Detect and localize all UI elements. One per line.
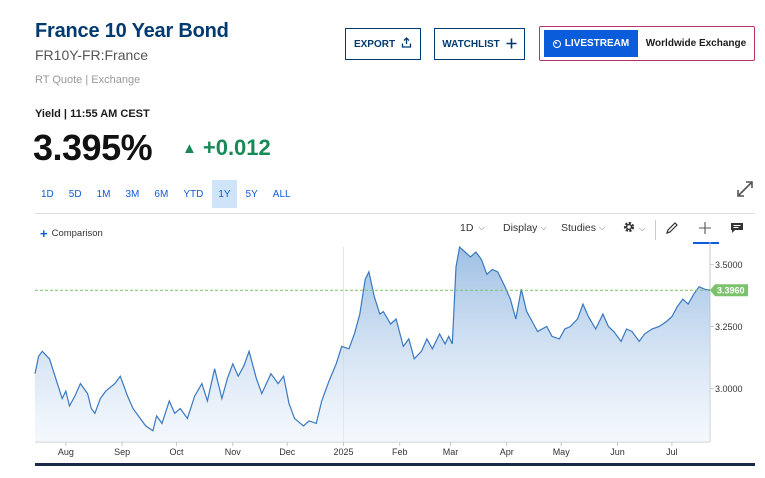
range-5y[interactable]: 5Y [245, 188, 258, 200]
y-tick-label: 3.5000 [715, 260, 743, 270]
x-tick-label: May [553, 447, 571, 457]
yield-timestamp: Yield | 11:55 AM CEST [35, 108, 150, 120]
export-button[interactable]: EXPORT [345, 28, 421, 60]
livestream-button[interactable]: LIVESTREAM [544, 30, 638, 57]
change-value: +0.012 [202, 135, 271, 160]
range-5d[interactable]: 5D [68, 188, 82, 200]
crosshair-active-indicator [693, 242, 719, 244]
chevron-down-icon: ⌵ [476, 223, 485, 232]
x-tick-label: Apr [500, 447, 514, 457]
watchlist-button[interactable]: WATCHLIST [434, 28, 525, 60]
toolbar-separator [655, 220, 656, 240]
x-tick-label: 2025 [333, 447, 353, 457]
range-1d[interactable]: 1D [41, 188, 54, 200]
interval-dropdown[interactable]: 1D ⌵ [460, 222, 485, 234]
studies-label: Studies [561, 222, 597, 234]
comparison-label: Comparison [51, 228, 103, 239]
last-price-badge [710, 284, 748, 297]
x-tick-label: Mar [443, 447, 459, 457]
range-all[interactable]: ALL [272, 188, 291, 200]
gear-icon [622, 220, 636, 237]
x-tick-label: Oct [170, 447, 185, 457]
quote-source: RT Quote | Exchange [35, 74, 141, 86]
pencil-icon[interactable] [665, 221, 679, 235]
exchange-label[interactable]: Worldwide Exchange [645, 38, 747, 49]
interval-label: 1D [460, 222, 474, 234]
range-selector: 1D 5D 1M 3M 6M YTD 1Y 5Y ALL [35, 180, 300, 208]
settings-dropdown[interactable]: ⌵ [622, 220, 645, 237]
x-tick-label: Jun [610, 447, 625, 457]
livestream-label: LIVESTREAM [564, 38, 630, 49]
x-tick-label: Jul [666, 447, 678, 457]
x-tick-label: Aug [58, 447, 74, 457]
chart-footer-bar [35, 463, 755, 466]
y-tick-label: 3.2500 [715, 322, 743, 332]
display-label: Display [503, 222, 538, 234]
up-arrow-icon: ▲ [182, 139, 197, 157]
range-ytd[interactable]: YTD [183, 188, 204, 200]
plus-icon [506, 36, 517, 53]
range-6m[interactable]: 6M [154, 188, 169, 200]
display-dropdown[interactable]: Display ⌵ [503, 222, 547, 234]
toolbar-divider [35, 213, 755, 214]
yield-area [35, 247, 710, 442]
export-label: EXPORT [353, 38, 396, 50]
comment-icon[interactable] [730, 222, 744, 234]
chevron-down-icon: ⌵ [540, 223, 547, 232]
price-value: 3.395% [33, 127, 153, 168]
y-tick-label: 3.0000 [715, 384, 743, 394]
crosshair-icon[interactable] [698, 221, 712, 235]
export-icon [401, 37, 412, 51]
x-tick-label: Sep [114, 447, 130, 457]
livestream-panel: LIVESTREAM Worldwide Exchange [539, 26, 755, 61]
studies-dropdown[interactable]: Studies ⌵ [561, 222, 605, 234]
x-tick-label: Feb [392, 447, 408, 457]
expand-icon[interactable] [736, 180, 754, 198]
x-tick-label: Nov [225, 447, 242, 457]
last-price-label: 3.3960 [717, 286, 745, 296]
range-1y[interactable]: 1Y [212, 180, 237, 208]
plus-icon: + [40, 226, 48, 241]
range-1m[interactable]: 1M [96, 188, 111, 200]
range-3m[interactable]: 3M [125, 188, 140, 200]
comparison-button[interactable]: + Comparison [40, 226, 103, 241]
price-change: ▲ +0.012 [182, 135, 271, 161]
page-title: France 10 Year Bond [35, 20, 229, 42]
watchlist-label: WATCHLIST [442, 38, 500, 50]
x-tick-label: Dec [279, 447, 296, 457]
chevron-down-icon: ⌵ [599, 223, 606, 232]
symbol-label: FR10Y-FR:France [35, 47, 149, 63]
yield-line [34, 245, 711, 432]
chevron-down-icon: ⌵ [639, 223, 646, 233]
live-icon [552, 39, 561, 48]
